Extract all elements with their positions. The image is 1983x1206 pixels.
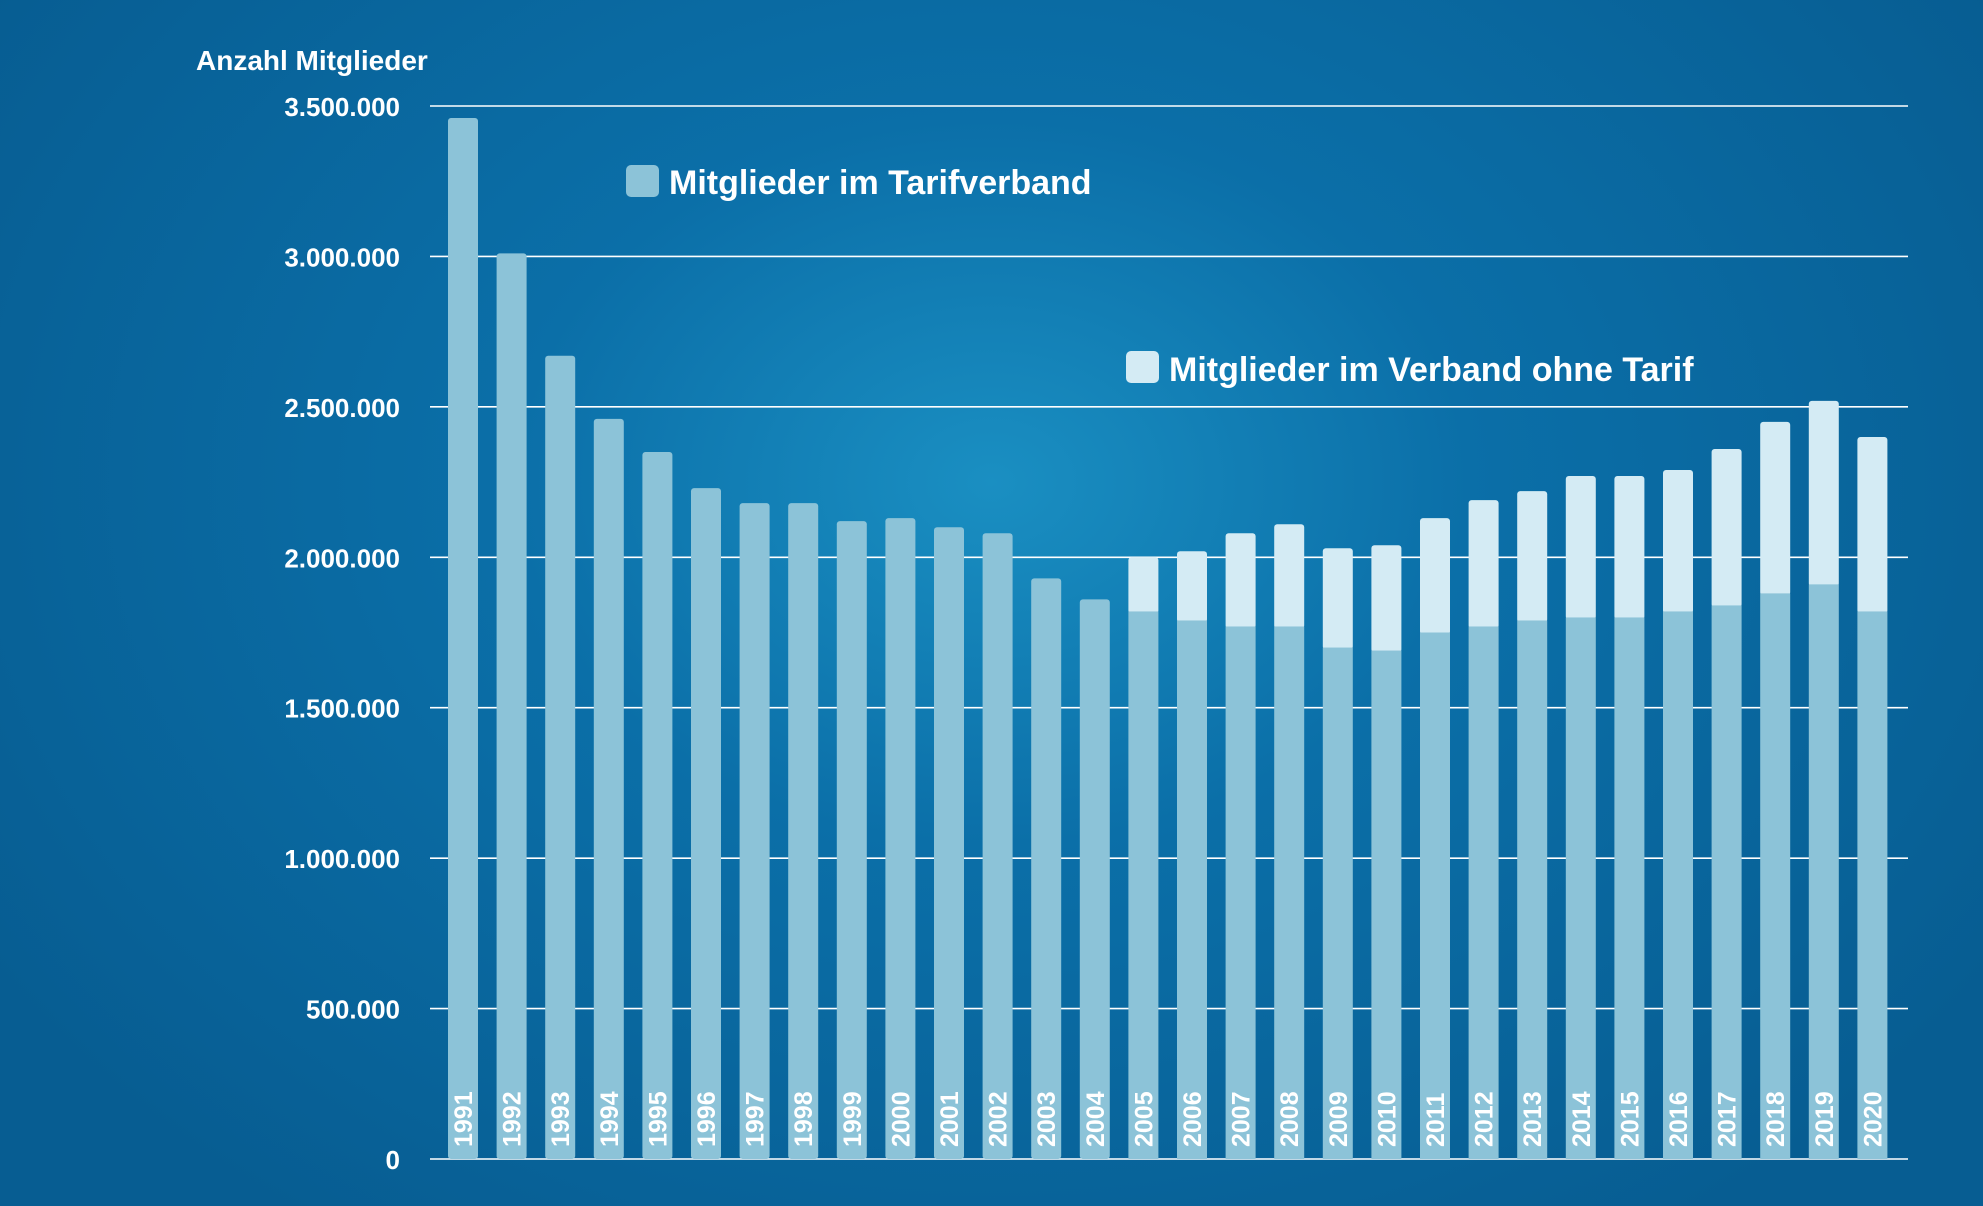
x-tick-label: 1992 bbox=[499, 1091, 527, 1147]
x-tick-label: 2014 bbox=[1568, 1091, 1596, 1147]
x-tick-label: 1996 bbox=[693, 1091, 721, 1147]
legend: Mitglieder im Tarifverband Mitglieder im… bbox=[626, 164, 1694, 389]
bar-ohne-tarif-2014 bbox=[1565, 476, 1596, 620]
bar-tarifverband-1991 bbox=[448, 118, 478, 1159]
bar-ohne-tarif-2005 bbox=[1128, 557, 1159, 614]
y-tick-label: 500.000 bbox=[306, 995, 400, 1025]
x-tick-label: 2013 bbox=[1519, 1091, 1547, 1147]
bar-ohne-tarif-2008 bbox=[1274, 524, 1305, 629]
bar-ohne-tarif-2015 bbox=[1614, 476, 1645, 620]
x-tick-label: 2018 bbox=[1762, 1091, 1790, 1147]
x-tick-label: 1997 bbox=[742, 1091, 770, 1147]
bar-ohne-tarif-2020 bbox=[1857, 436, 1888, 614]
bar-tarifverband-2005 bbox=[1128, 611, 1159, 1159]
x-tick-label: 2008 bbox=[1276, 1091, 1304, 1147]
x-tick-label: 2001 bbox=[936, 1091, 964, 1147]
x-tick-label: 2019 bbox=[1811, 1091, 1839, 1147]
bar-ohne-tarif-2011 bbox=[1420, 518, 1450, 635]
bar-tarifverband-2007 bbox=[1225, 626, 1256, 1159]
y-axis: 0 500.000 1.000.000 1.500.000 2.000.000 2.500… bbox=[284, 92, 400, 1175]
bar-tarifverband-2017 bbox=[1711, 605, 1742, 1159]
bar-ohne-tarif-2006 bbox=[1177, 551, 1207, 623]
bar-ohne-tarif-2019 bbox=[1808, 400, 1839, 587]
bar-tarifverband-2000 bbox=[885, 518, 916, 1159]
bar-tarifverband-2011 bbox=[1420, 632, 1450, 1159]
bar-tarifverband-1994 bbox=[593, 418, 624, 1159]
bars bbox=[448, 118, 1888, 1160]
legend-swatch-tarifverband bbox=[626, 165, 659, 197]
bar-tarifverband-2008 bbox=[1274, 626, 1305, 1159]
x-tick-label: 2015 bbox=[1616, 1091, 1644, 1147]
bar-tarifverband-1998 bbox=[788, 503, 819, 1159]
x-tick-label: 1991 bbox=[450, 1091, 478, 1147]
x-tick-label: 2005 bbox=[1130, 1091, 1158, 1147]
y-tick-label: 2.000.000 bbox=[284, 543, 400, 573]
bar-tarifverband-2004 bbox=[1079, 599, 1110, 1159]
bar-ohne-tarif-2016 bbox=[1663, 470, 1693, 614]
bar-tarifverband-2001 bbox=[934, 527, 964, 1159]
bar-tarifverband-2015 bbox=[1614, 617, 1645, 1159]
legend-label-ohne-tarif: Mitglieder im Verband ohne Tarif bbox=[1169, 351, 1694, 389]
bar-ohne-tarif-2013 bbox=[1517, 491, 1548, 623]
bar-tarifverband-1999 bbox=[836, 521, 867, 1159]
x-tick-label: 1995 bbox=[644, 1091, 672, 1147]
bar-ohne-tarif-2007 bbox=[1225, 533, 1256, 629]
x-axis-labels: 1991 1992 1993 1994 1995 1996 1997 1998 1999 2000… bbox=[450, 1091, 1887, 1147]
x-tick-label: 2003 bbox=[1033, 1091, 1061, 1147]
bar-tarifverband-2014 bbox=[1565, 617, 1596, 1159]
x-tick-label: 2002 bbox=[985, 1091, 1013, 1147]
bar-tarifverband-2010 bbox=[1371, 650, 1402, 1159]
bar-ohne-tarif-2009 bbox=[1322, 548, 1353, 650]
x-tick-label: 2006 bbox=[1179, 1091, 1207, 1147]
bar-ohne-tarif-2018 bbox=[1760, 421, 1791, 596]
bar-tarifverband-2018 bbox=[1760, 593, 1791, 1159]
bar-tarifverband-1992 bbox=[496, 253, 527, 1160]
legend-label-tarifverband: Mitglieder im Tarifverband bbox=[669, 164, 1092, 202]
y-tick-label: 3.500.000 bbox=[284, 92, 400, 122]
x-tick-label: 2010 bbox=[1373, 1091, 1401, 1147]
bar-tarifverband-1996 bbox=[691, 488, 721, 1159]
bar-tarifverband-1993 bbox=[545, 355, 576, 1159]
bar-ohne-tarif-2010 bbox=[1371, 545, 1402, 653]
bar-tarifverband-2012 bbox=[1468, 626, 1499, 1159]
x-tick-label: 2012 bbox=[1471, 1091, 1499, 1147]
y-axis-title: Anzahl Mitglieder bbox=[196, 45, 428, 76]
bar-tarifverband-2002 bbox=[982, 533, 1013, 1159]
x-tick-label: 2017 bbox=[1714, 1091, 1742, 1147]
bar-ohne-tarif-2012 bbox=[1468, 500, 1499, 629]
y-tick-label: 0 bbox=[386, 1145, 400, 1175]
x-tick-label: 1994 bbox=[596, 1091, 624, 1147]
x-tick-label: 2007 bbox=[1228, 1091, 1256, 1147]
y-tick-label: 1.000.000 bbox=[284, 844, 400, 874]
y-tick-label: 2.500.000 bbox=[284, 393, 400, 423]
y-tick-label: 1.500.000 bbox=[284, 694, 400, 724]
x-tick-label: 2020 bbox=[1859, 1091, 1887, 1147]
bar-tarifverband-2019 bbox=[1808, 584, 1839, 1159]
legend-item-ohne-tarif: Mitglieder im Verband ohne Tarif bbox=[1126, 351, 1694, 389]
x-tick-label: 2004 bbox=[1082, 1091, 1110, 1147]
y-tick-label: 3.000.000 bbox=[284, 242, 400, 272]
legend-swatch-ohne-tarif bbox=[1126, 351, 1159, 383]
grid-lines bbox=[430, 105, 1908, 1160]
bar-tarifverband-2003 bbox=[1031, 578, 1062, 1159]
bar-tarifverband-2020 bbox=[1857, 611, 1888, 1159]
x-tick-label: 2011 bbox=[1422, 1093, 1450, 1147]
x-tick-label: 2000 bbox=[887, 1091, 915, 1147]
x-tick-label: 2009 bbox=[1325, 1091, 1353, 1147]
bar-tarifverband-2006 bbox=[1177, 620, 1207, 1159]
bar-tarifverband-2013 bbox=[1517, 620, 1548, 1159]
bar-tarifverband-2009 bbox=[1322, 647, 1353, 1159]
x-tick-label: 1998 bbox=[790, 1091, 818, 1147]
bar-tarifverband-1997 bbox=[739, 503, 770, 1159]
x-tick-label: 2016 bbox=[1665, 1091, 1693, 1147]
x-tick-label: 1993 bbox=[547, 1091, 575, 1147]
bar-tarifverband-1995 bbox=[642, 451, 673, 1159]
legend-item-tarifverband: Mitglieder im Tarifverband bbox=[626, 164, 1092, 202]
x-tick-label: 1999 bbox=[839, 1091, 867, 1147]
bar-tarifverband-2016 bbox=[1663, 611, 1693, 1159]
bar-ohne-tarif-2017 bbox=[1711, 448, 1742, 608]
